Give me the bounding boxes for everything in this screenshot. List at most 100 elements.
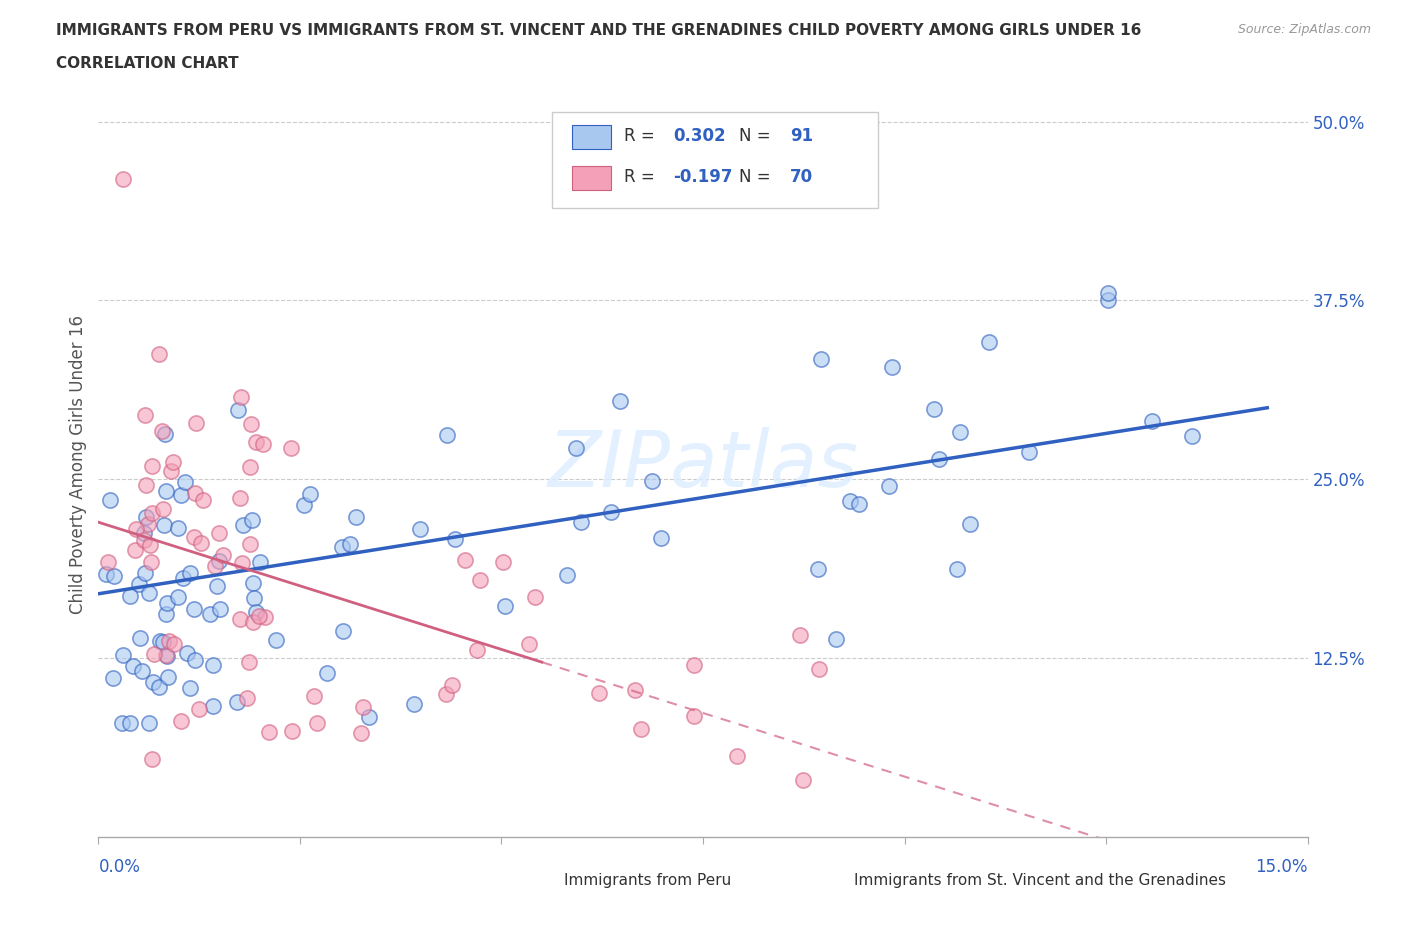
Bar (811, 870, 845, 889)
Point (492, 555, 515, 570)
Point (316, 666, 339, 681)
Point (640, 474, 662, 489)
Point (569, 514, 592, 529)
Point (157, 670, 180, 684)
Point (98, 492, 121, 507)
Point (683, 658, 706, 672)
Point (239, 460, 262, 475)
Text: R =: R = (624, 168, 661, 186)
Point (229, 490, 252, 505)
Point (609, 394, 631, 409)
Point (149, 633, 172, 648)
Bar (572, 125, 612, 149)
Point (588, 686, 610, 701)
Point (170, 713, 193, 728)
Point (152, 517, 174, 532)
Text: ZIPatlas: ZIPatlas (547, 427, 859, 503)
Text: R =: R = (624, 127, 661, 145)
Point (339, 537, 361, 551)
Point (132, 525, 155, 540)
Point (97, 554, 120, 569)
Point (465, 643, 488, 658)
Point (125, 521, 148, 536)
Point (162, 455, 184, 470)
Point (630, 722, 652, 737)
Point (187, 701, 209, 716)
Point (138, 585, 160, 600)
Point (134, 407, 156, 422)
Point (1140, 414, 1163, 429)
Point (959, 517, 981, 532)
Point (792, 772, 814, 787)
Point (179, 565, 201, 580)
Point (434, 686, 457, 701)
Text: Immigrants from St. Vincent and the Grenadines: Immigrants from St. Vincent and the Gren… (855, 872, 1226, 887)
Point (725, 749, 748, 764)
Point (205, 578, 228, 593)
Point (111, 647, 134, 662)
Point (922, 401, 945, 416)
Point (139, 554, 162, 569)
Point (1181, 429, 1204, 444)
Point (494, 599, 516, 614)
Point (155, 595, 177, 610)
Y-axis label: Child Poverty Among Girls Under 16: Child Poverty Among Girls Under 16 (69, 315, 87, 615)
Point (825, 632, 848, 647)
Point (122, 658, 145, 673)
Point (225, 695, 247, 710)
Point (142, 675, 165, 690)
Point (148, 346, 170, 361)
Point (172, 571, 194, 586)
Point (444, 532, 467, 547)
Point (211, 548, 233, 563)
Point (173, 474, 195, 489)
Point (253, 609, 276, 624)
Point (264, 632, 287, 647)
Point (201, 698, 224, 713)
Text: IMMIGRANTS FROM PERU VS IMMIGRANTS FROM ST. VINCENT AND THE GRENADINES CHILD POV: IMMIGRANTS FROM PERU VS IMMIGRANTS FROM … (56, 23, 1142, 38)
Text: CORRELATION CHART: CORRELATION CHART (56, 56, 239, 71)
Point (184, 652, 207, 667)
Point (152, 635, 174, 650)
Point (155, 484, 177, 498)
Point (344, 510, 367, 525)
Point (252, 437, 274, 452)
Text: Immigrants from Peru: Immigrants from Peru (564, 872, 731, 887)
Text: N =: N = (740, 168, 776, 186)
Point (565, 441, 588, 456)
Point (245, 434, 267, 449)
Point (208, 553, 231, 568)
Point (305, 715, 328, 730)
Point (330, 539, 353, 554)
Point (124, 542, 146, 557)
Point (242, 615, 264, 630)
Point (138, 538, 160, 552)
Point (128, 577, 150, 591)
Point (555, 567, 578, 582)
Point (440, 678, 463, 693)
Text: 0.302: 0.302 (672, 127, 725, 145)
Point (848, 497, 870, 512)
Point (150, 423, 173, 438)
Point (183, 529, 205, 544)
Point (148, 680, 170, 695)
Point (191, 493, 214, 508)
Point (946, 562, 969, 577)
Point (243, 591, 266, 605)
Point (249, 609, 271, 624)
Point (103, 569, 125, 584)
Point (229, 390, 252, 405)
Point (138, 715, 160, 730)
Point (239, 537, 262, 551)
Point (839, 493, 862, 508)
Point (155, 647, 177, 662)
Point (132, 533, 155, 548)
Point (204, 559, 226, 574)
Point (468, 572, 491, 587)
Point (245, 604, 267, 619)
Point (226, 403, 249, 418)
Point (280, 724, 302, 738)
Point (111, 171, 134, 186)
Point (454, 552, 477, 567)
Point (683, 709, 706, 724)
